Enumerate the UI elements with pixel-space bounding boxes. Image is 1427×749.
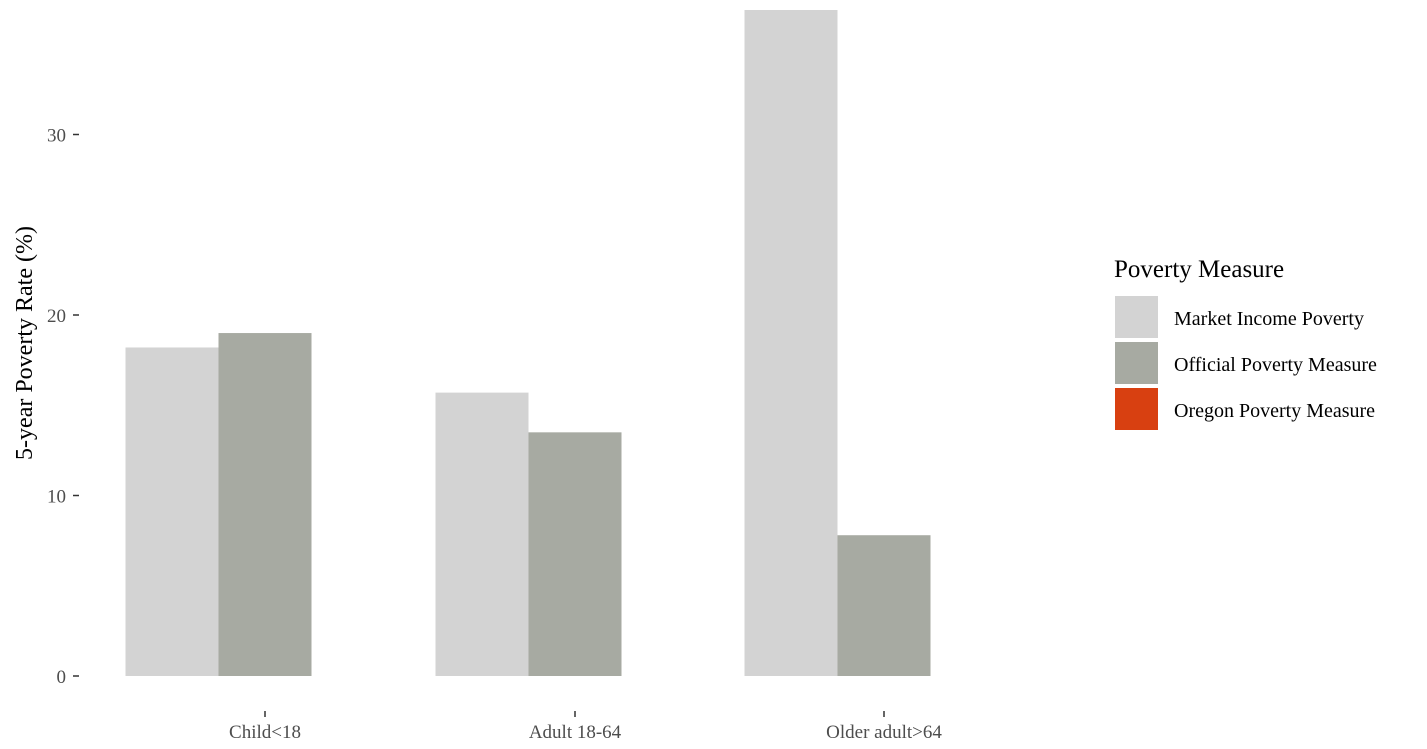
y-axis-title: 5-year Poverty Rate (%) [12,226,38,460]
y-tick-label: 0 [57,667,67,688]
legend-label: Oregon Poverty Measure [1174,400,1375,422]
legend: Poverty Measure Market Income Poverty Off… [1114,256,1377,430]
y-tick-label: 10 [47,487,66,508]
legend-label: Market Income Poverty [1174,308,1364,330]
bar [744,10,838,676]
legend-key [1115,296,1158,338]
x-axis: Child<18 Adult 18-64 Older adult>64 [229,711,942,743]
bar [125,347,219,676]
legend-label: Official Poverty Measure [1174,354,1377,376]
legend-key [1115,342,1158,384]
bars [125,10,931,676]
y-axis: 0 10 20 30 [47,126,79,688]
bar [218,333,312,676]
y-tick-label: 20 [47,306,66,327]
x-tick-label: Older adult>64 [826,722,942,743]
bar [837,535,931,676]
x-tick-label: Adult 18-64 [529,722,622,743]
x-tick-label: Child<18 [229,722,301,743]
bar [435,392,529,676]
legend-items: Market Income Poverty Official Poverty Me… [1115,296,1377,430]
bar [528,432,622,676]
legend-key [1115,388,1158,430]
y-tick-label: 30 [47,126,66,147]
legend-title: Poverty Measure [1114,256,1284,283]
